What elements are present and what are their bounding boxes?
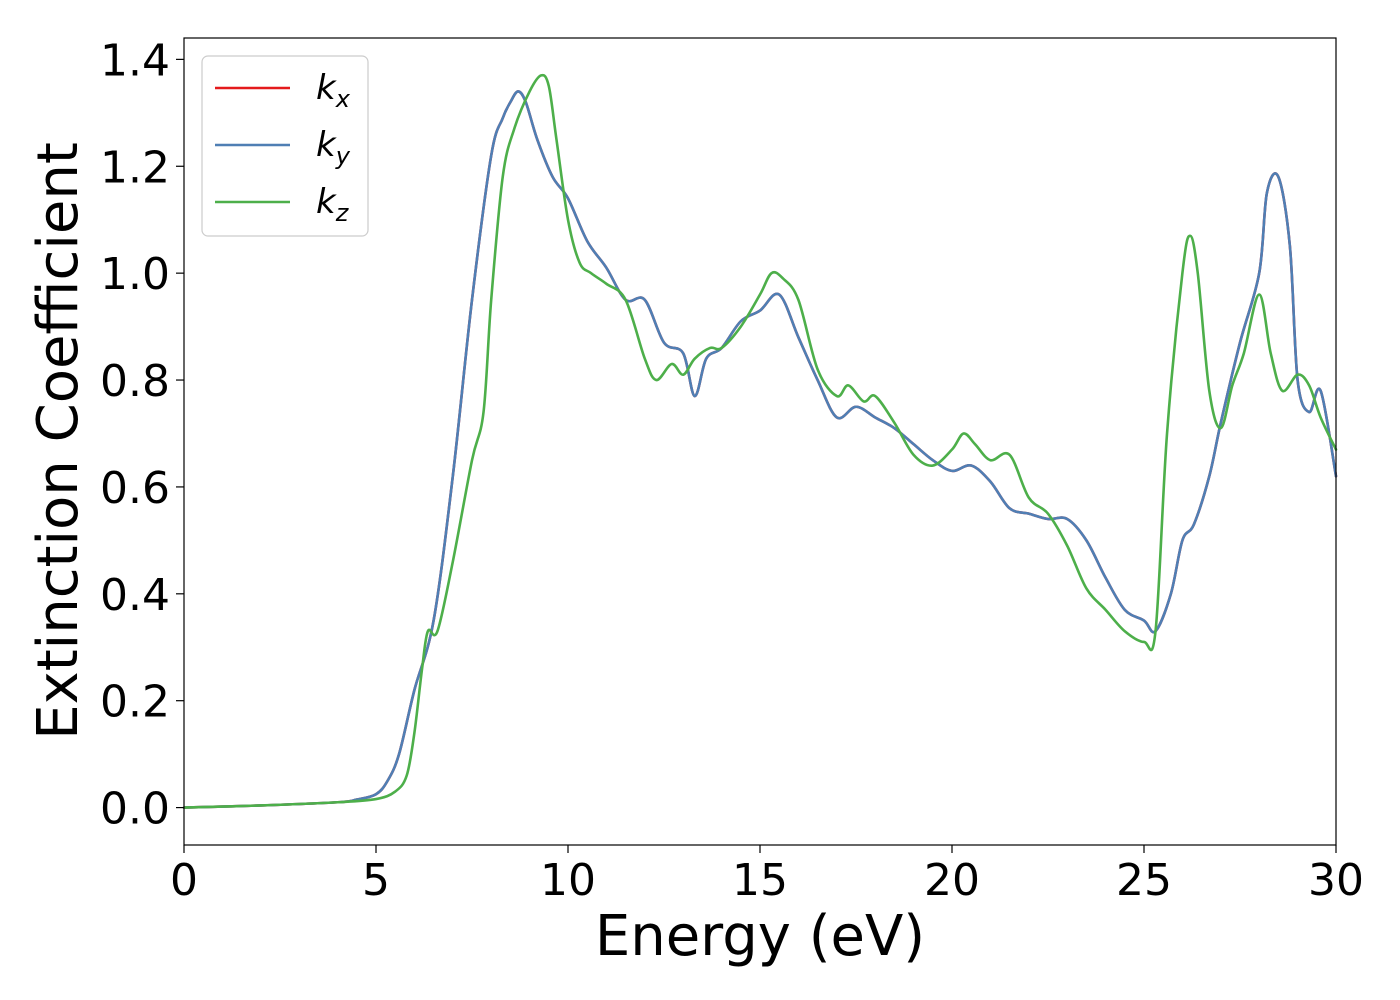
- series-line-y: [182, 90, 1338, 809]
- series-line-z: [182, 73, 1338, 809]
- x-axis-title: Energy (eV): [595, 904, 925, 969]
- legend-label-y: ky: [316, 125, 351, 170]
- y-axis-title: Extinction Coefficient: [26, 142, 91, 740]
- x-tick-label: 10: [540, 855, 596, 906]
- y-tick-label: 1.0: [100, 249, 170, 300]
- series-layer: [182, 73, 1338, 809]
- x-tick-label: 5: [362, 855, 390, 906]
- y-tick-label: 0.4: [100, 570, 170, 621]
- y-tick-label: 0.6: [100, 463, 170, 514]
- y-tick-label: 0.8: [100, 356, 170, 407]
- x-tick-label: 30: [1308, 855, 1364, 906]
- y-tick-label: 0.0: [100, 784, 170, 835]
- y-tick-label: 1.4: [100, 35, 170, 86]
- x-tick-label: 20: [924, 855, 980, 906]
- x-tick-label: 25: [1116, 855, 1172, 906]
- y-axis-ticks: 0.0 0.2 0.4 0.6 0.8 1.0 1.2 1.4: [100, 35, 184, 835]
- x-tick-label: 0: [170, 855, 198, 906]
- y-tick-label: 1.2: [100, 142, 170, 193]
- x-tick-label: 15: [732, 855, 788, 906]
- x-axis-ticks: 0 5 10 15 20 25 30: [170, 845, 1364, 906]
- plot-area: [184, 38, 1336, 845]
- y-tick-label: 0.2: [100, 677, 170, 728]
